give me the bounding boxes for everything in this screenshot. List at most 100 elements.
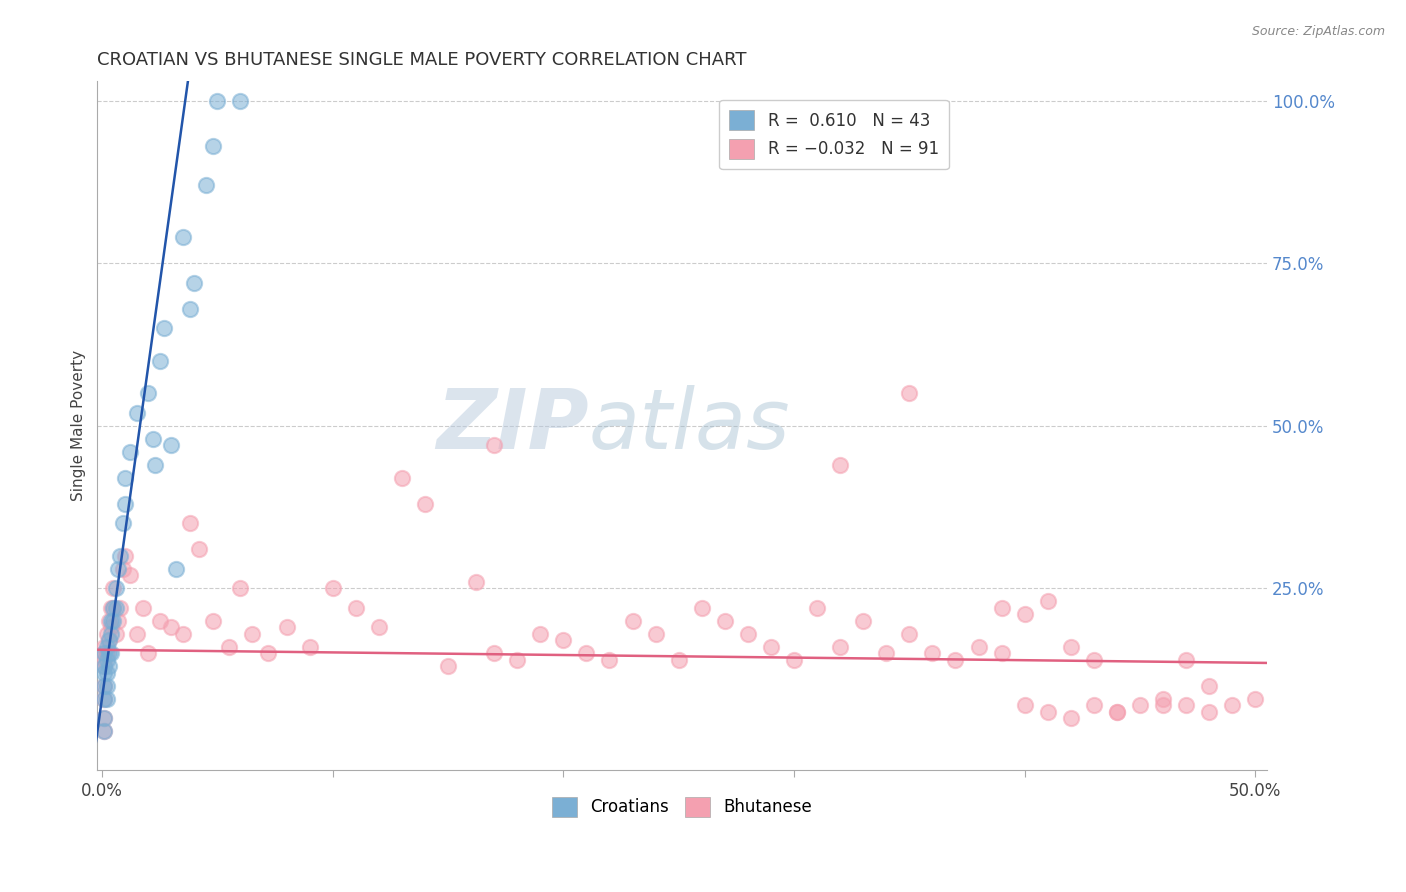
Point <box>482 646 505 660</box>
Point <box>143 458 166 472</box>
Point <box>875 646 897 660</box>
Point <box>97 633 120 648</box>
Point <box>1083 698 1105 712</box>
Point <box>1152 698 1174 712</box>
Point <box>96 646 118 660</box>
Point <box>218 640 240 654</box>
Point <box>1129 698 1152 712</box>
Point <box>118 568 141 582</box>
Point <box>553 633 575 648</box>
Point <box>93 659 115 673</box>
Point <box>714 614 737 628</box>
Point <box>136 646 159 660</box>
Point <box>1105 705 1128 719</box>
Point <box>93 652 115 666</box>
Text: Source: ZipAtlas.com: Source: ZipAtlas.com <box>1251 25 1385 38</box>
Point <box>165 561 187 575</box>
Point <box>96 679 118 693</box>
Point <box>437 659 460 673</box>
Point <box>100 626 122 640</box>
Point <box>93 691 115 706</box>
Point <box>96 665 118 680</box>
Point <box>506 652 529 666</box>
Point <box>967 640 990 654</box>
Point <box>111 561 134 575</box>
Point <box>1060 711 1083 725</box>
Point <box>100 646 122 660</box>
Point <box>93 665 115 680</box>
Point <box>93 659 115 673</box>
Point <box>100 620 122 634</box>
Text: CROATIAN VS BHUTANESE SINGLE MALE POVERTY CORRELATION CHART: CROATIAN VS BHUTANESE SINGLE MALE POVERT… <box>97 51 747 69</box>
Point <box>132 600 155 615</box>
Point <box>898 626 921 640</box>
Point <box>93 724 115 739</box>
Point <box>830 640 852 654</box>
Point <box>344 600 367 615</box>
Point <box>179 301 201 316</box>
Point <box>97 659 120 673</box>
Point <box>107 561 129 575</box>
Point <box>413 497 436 511</box>
Point <box>136 386 159 401</box>
Point <box>160 620 183 634</box>
Point <box>621 614 644 628</box>
Point <box>207 94 229 108</box>
Point <box>1220 698 1243 712</box>
Point <box>172 626 194 640</box>
Point <box>149 353 172 368</box>
Point <box>114 497 136 511</box>
Point <box>1060 640 1083 654</box>
Point <box>464 574 486 589</box>
Point <box>1014 607 1036 621</box>
Point <box>103 614 125 628</box>
Point <box>1083 652 1105 666</box>
Point <box>125 406 148 420</box>
Point <box>1105 705 1128 719</box>
Point <box>97 614 120 628</box>
Point <box>93 691 115 706</box>
Point <box>830 458 852 472</box>
Point <box>93 724 115 739</box>
Point <box>240 626 263 640</box>
Legend: Croatians, Bhutanese: Croatians, Bhutanese <box>546 790 820 823</box>
Point <box>93 640 115 654</box>
Point <box>921 646 943 660</box>
Point <box>276 620 298 634</box>
Point <box>945 652 967 666</box>
Point <box>111 516 134 530</box>
Point <box>96 691 118 706</box>
Point <box>125 626 148 640</box>
Point <box>97 633 120 648</box>
Point <box>322 581 344 595</box>
Point <box>110 600 132 615</box>
Point <box>1244 691 1267 706</box>
Point <box>93 679 115 693</box>
Text: atlas: atlas <box>589 385 790 467</box>
Point <box>598 652 620 666</box>
Point <box>107 614 129 628</box>
Point <box>104 600 127 615</box>
Point <box>96 640 118 654</box>
Text: ZIP: ZIP <box>436 385 589 467</box>
Point <box>114 470 136 484</box>
Point <box>1014 698 1036 712</box>
Point <box>179 516 201 530</box>
Point <box>898 386 921 401</box>
Point <box>96 652 118 666</box>
Point <box>93 711 115 725</box>
Point <box>644 626 666 640</box>
Point <box>149 614 172 628</box>
Point <box>482 438 505 452</box>
Point <box>97 646 120 660</box>
Point <box>990 646 1012 660</box>
Point <box>298 640 321 654</box>
Point <box>737 626 759 640</box>
Point <box>229 94 252 108</box>
Point <box>93 646 115 660</box>
Point <box>100 600 122 615</box>
Point <box>391 470 413 484</box>
Point <box>759 640 782 654</box>
Point <box>852 614 875 628</box>
Point <box>187 542 209 557</box>
